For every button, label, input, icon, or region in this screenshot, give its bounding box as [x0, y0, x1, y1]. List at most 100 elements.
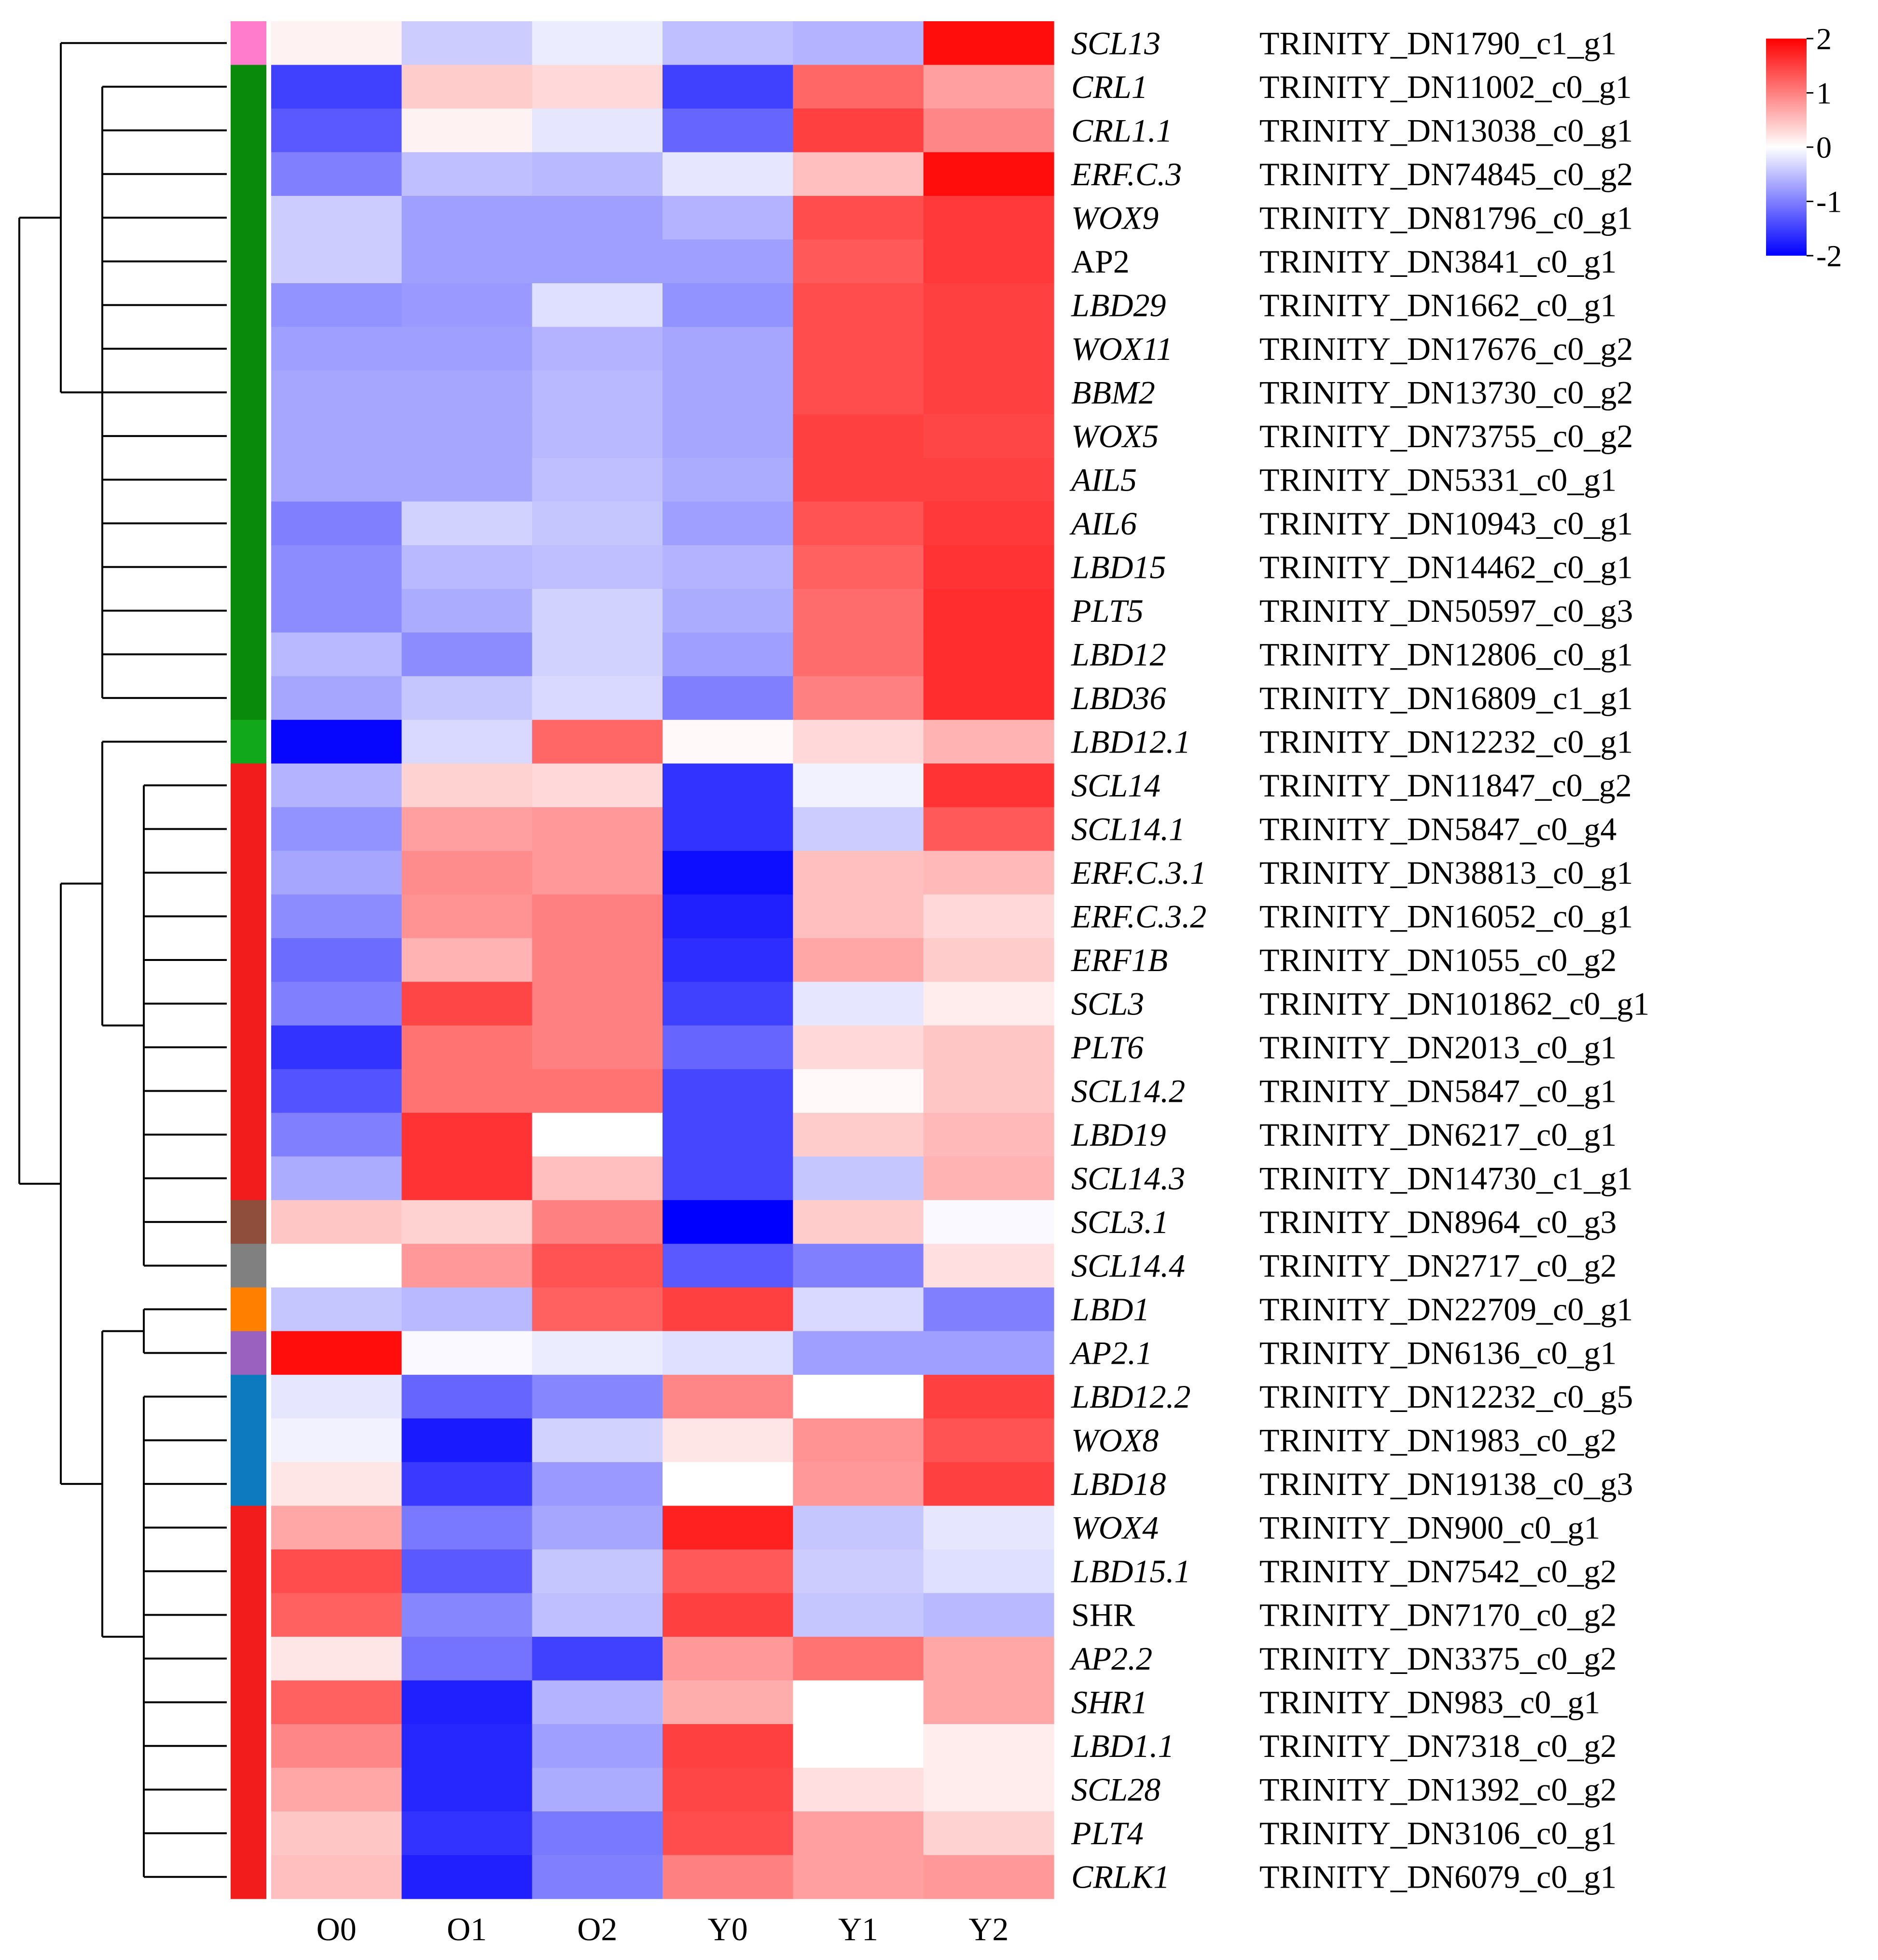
gene-label: CRLK1 [1071, 1859, 1170, 1895]
heatmap-cell [923, 589, 1054, 633]
heatmap-cell [923, 1374, 1054, 1419]
heatmap-cell [401, 1855, 533, 1899]
cluster-cell-green [231, 545, 266, 589]
transcript-id: TRINITY_DN6079_c0_g1 [1259, 1859, 1616, 1895]
cluster-cell-green [231, 632, 266, 677]
transcript-id: TRINITY_DN12232_c0_g1 [1259, 723, 1633, 760]
heatmap-cell [401, 1331, 533, 1375]
transcript-id: TRINITY_DN17676_c0_g2 [1259, 330, 1633, 367]
heatmap-cell [271, 414, 402, 458]
cluster-cell-red [231, 938, 266, 982]
heatmap-cell [401, 1768, 533, 1812]
heatmap-cell [532, 1506, 663, 1550]
heatmap-cell [401, 1549, 533, 1594]
heatmap-cell [401, 982, 533, 1026]
cluster-cell-red [231, 763, 266, 808]
heatmap-cell [271, 1680, 402, 1725]
cluster-cell-red [231, 1506, 266, 1550]
heatmap-cell [923, 982, 1054, 1026]
heatmap-cell [271, 65, 402, 109]
heatmap-cell [271, 676, 402, 720]
heatmap-cell [401, 676, 533, 720]
heatmap-cell [923, 1112, 1054, 1157]
heatmap-cell [271, 327, 402, 371]
gene-label: LBD12 [1071, 636, 1166, 672]
cluster-cell-green [231, 370, 266, 415]
gene-label: AIL6 [1069, 505, 1137, 542]
heatmap-cell [271, 850, 402, 895]
heatmap-cell [793, 1200, 924, 1244]
heatmap-cell [401, 589, 533, 633]
heatmap-cell [663, 1636, 793, 1681]
heatmap-cell [663, 982, 793, 1026]
gene-label: PLT6 [1071, 1029, 1144, 1066]
transcript-id: TRINITY_DN5847_c0_g1 [1259, 1073, 1616, 1110]
heatmap-cell [532, 283, 663, 328]
heatmap-cell [923, 109, 1054, 153]
transcript-id: TRINITY_DN14730_c1_g1 [1259, 1160, 1633, 1197]
heatmap-cell [663, 632, 793, 677]
cluster-cell-red [231, 1636, 266, 1681]
heatmap-cell [793, 1855, 924, 1899]
cluster-cell-green [231, 327, 266, 371]
heatmap-cell [401, 1156, 533, 1201]
transcript-id: TRINITY_DN73755_c0_g2 [1259, 418, 1633, 454]
heatmap-cell [663, 109, 793, 153]
heatmap-cell [923, 370, 1054, 415]
transcript-id: TRINITY_DN101862_c0_g1 [1259, 986, 1649, 1022]
gene-label: ERF.C.3.2 [1071, 898, 1206, 934]
heatmap-cell [793, 1418, 924, 1463]
gene-label: SCL14.4 [1071, 1247, 1185, 1284]
transcript-id: TRINITY_DN13038_c0_g1 [1259, 112, 1633, 149]
heatmap-cell [401, 196, 533, 240]
cluster-cell-green [231, 196, 266, 240]
heatmap-cell [793, 152, 924, 196]
heatmap-cell [923, 894, 1054, 939]
cluster-cell-green [231, 239, 266, 284]
heatmap-cell [923, 1549, 1054, 1594]
heatmap-cell [271, 545, 402, 589]
cluster-cell-red [231, 850, 266, 895]
cluster-cell-red [231, 982, 266, 1026]
cluster-cell-light-green [231, 720, 266, 764]
gene-labels: SCL13 CRL1 CRL1.1 ERF.C.3 WOX9 AP2 LBD29 WOX11 B… [1069, 25, 1206, 1895]
heatmap-cell [532, 1636, 663, 1681]
heatmap-cell [271, 1374, 402, 1419]
heatmap-cell [793, 21, 924, 66]
transcript-id: TRINITY_DN3106_c0_g1 [1259, 1815, 1616, 1851]
heatmap-cell [532, 1200, 663, 1244]
heatmap-cell [793, 1506, 924, 1550]
cluster-cell-green [231, 109, 266, 153]
heatmap-cell [401, 1069, 533, 1113]
heatmap-cell [401, 632, 533, 677]
heatmap-cell [923, 1506, 1054, 1550]
gene-label: PLT4 [1071, 1815, 1144, 1851]
heatmap-cell [532, 982, 663, 1026]
heatmap-cell [793, 545, 924, 589]
transcript-id: TRINITY_DN5331_c0_g1 [1259, 461, 1616, 498]
heatmap-cell [793, 589, 924, 633]
gene-label: LBD15 [1071, 548, 1166, 585]
heatmap-cell [923, 545, 1054, 589]
heatmap-cell [532, 1287, 663, 1331]
heatmap-cell [793, 1112, 924, 1157]
heatmap-cell [923, 1811, 1054, 1856]
heatmap-cell [532, 763, 663, 808]
heatmap-cell [923, 1156, 1054, 1201]
heatmap-cell [401, 21, 533, 66]
gene-label: WOX11 [1071, 330, 1173, 367]
heatmap-cell [532, 196, 663, 240]
heatmap-cell [271, 283, 402, 328]
heatmap-cell [271, 1462, 402, 1506]
heatmap-cell [663, 1069, 793, 1113]
cluster-cell-red [231, 1680, 266, 1725]
transcript-id: TRINITY_DN2717_c0_g2 [1259, 1247, 1616, 1284]
heatmap-cell [401, 1724, 533, 1768]
heatmap-cell [923, 1593, 1054, 1637]
heatmap-cell [401, 1680, 533, 1725]
cluster-cell-blue [231, 1374, 266, 1419]
heatmap-cell [271, 720, 402, 764]
heatmap-cell [401, 283, 533, 328]
gene-label: LBD15.1 [1071, 1553, 1190, 1590]
heatmap-cell [923, 1200, 1054, 1244]
